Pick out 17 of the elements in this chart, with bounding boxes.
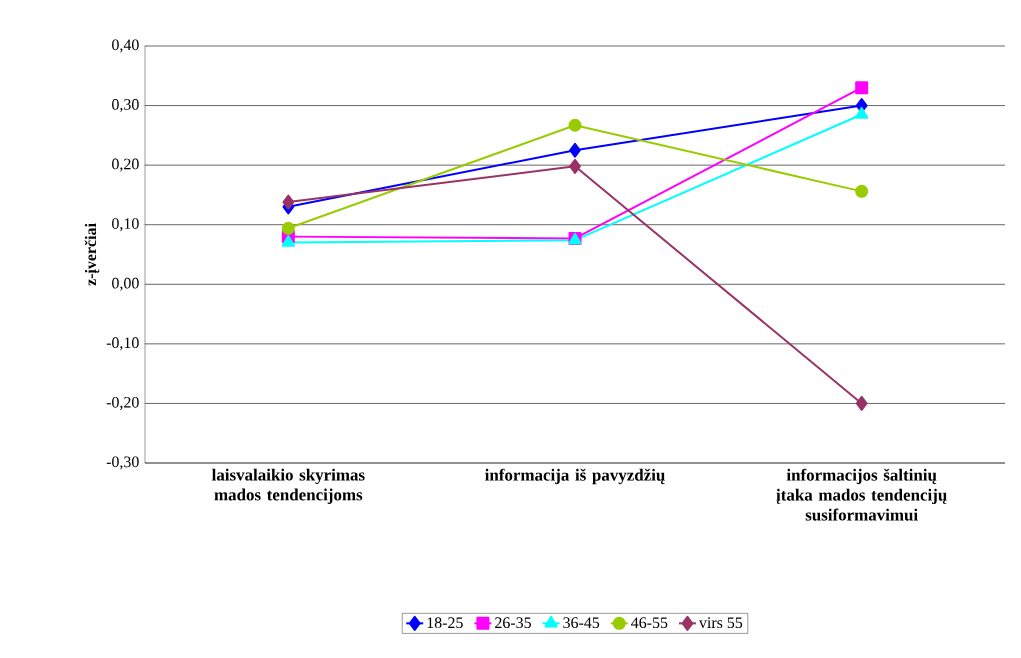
- x-tick-label: informacija iš pavyzdžių: [485, 468, 665, 485]
- y-tick-label: 0,40: [112, 39, 139, 53]
- y-tick-label: 0,30: [112, 99, 139, 113]
- legend-label: 36-45: [563, 617, 600, 629]
- y-tick-label: 0,10: [112, 218, 139, 232]
- x-tick-label: informacijos šaltinių įtaka mados tendencijų susiformavimui: [776, 468, 947, 521]
- y-axis-title: z-įverčiai: [84, 223, 100, 286]
- y-tick-label: 0,20: [112, 158, 139, 172]
- legend-label: 18-25: [427, 617, 463, 629]
- y-tick-label: -0,10: [106, 337, 139, 351]
- y-tick-label: -0,30: [106, 456, 139, 470]
- legend-label: 46-55: [631, 617, 668, 629]
- legend-label: virs 55: [698, 617, 743, 629]
- legend-label: 26-35: [495, 617, 531, 629]
- x-tick-label: laisvalaikio skyrimas mados tendencijoms: [211, 468, 365, 504]
- y-tick-label: 0,00: [112, 277, 139, 291]
- y-tick-label: -0,20: [106, 396, 139, 410]
